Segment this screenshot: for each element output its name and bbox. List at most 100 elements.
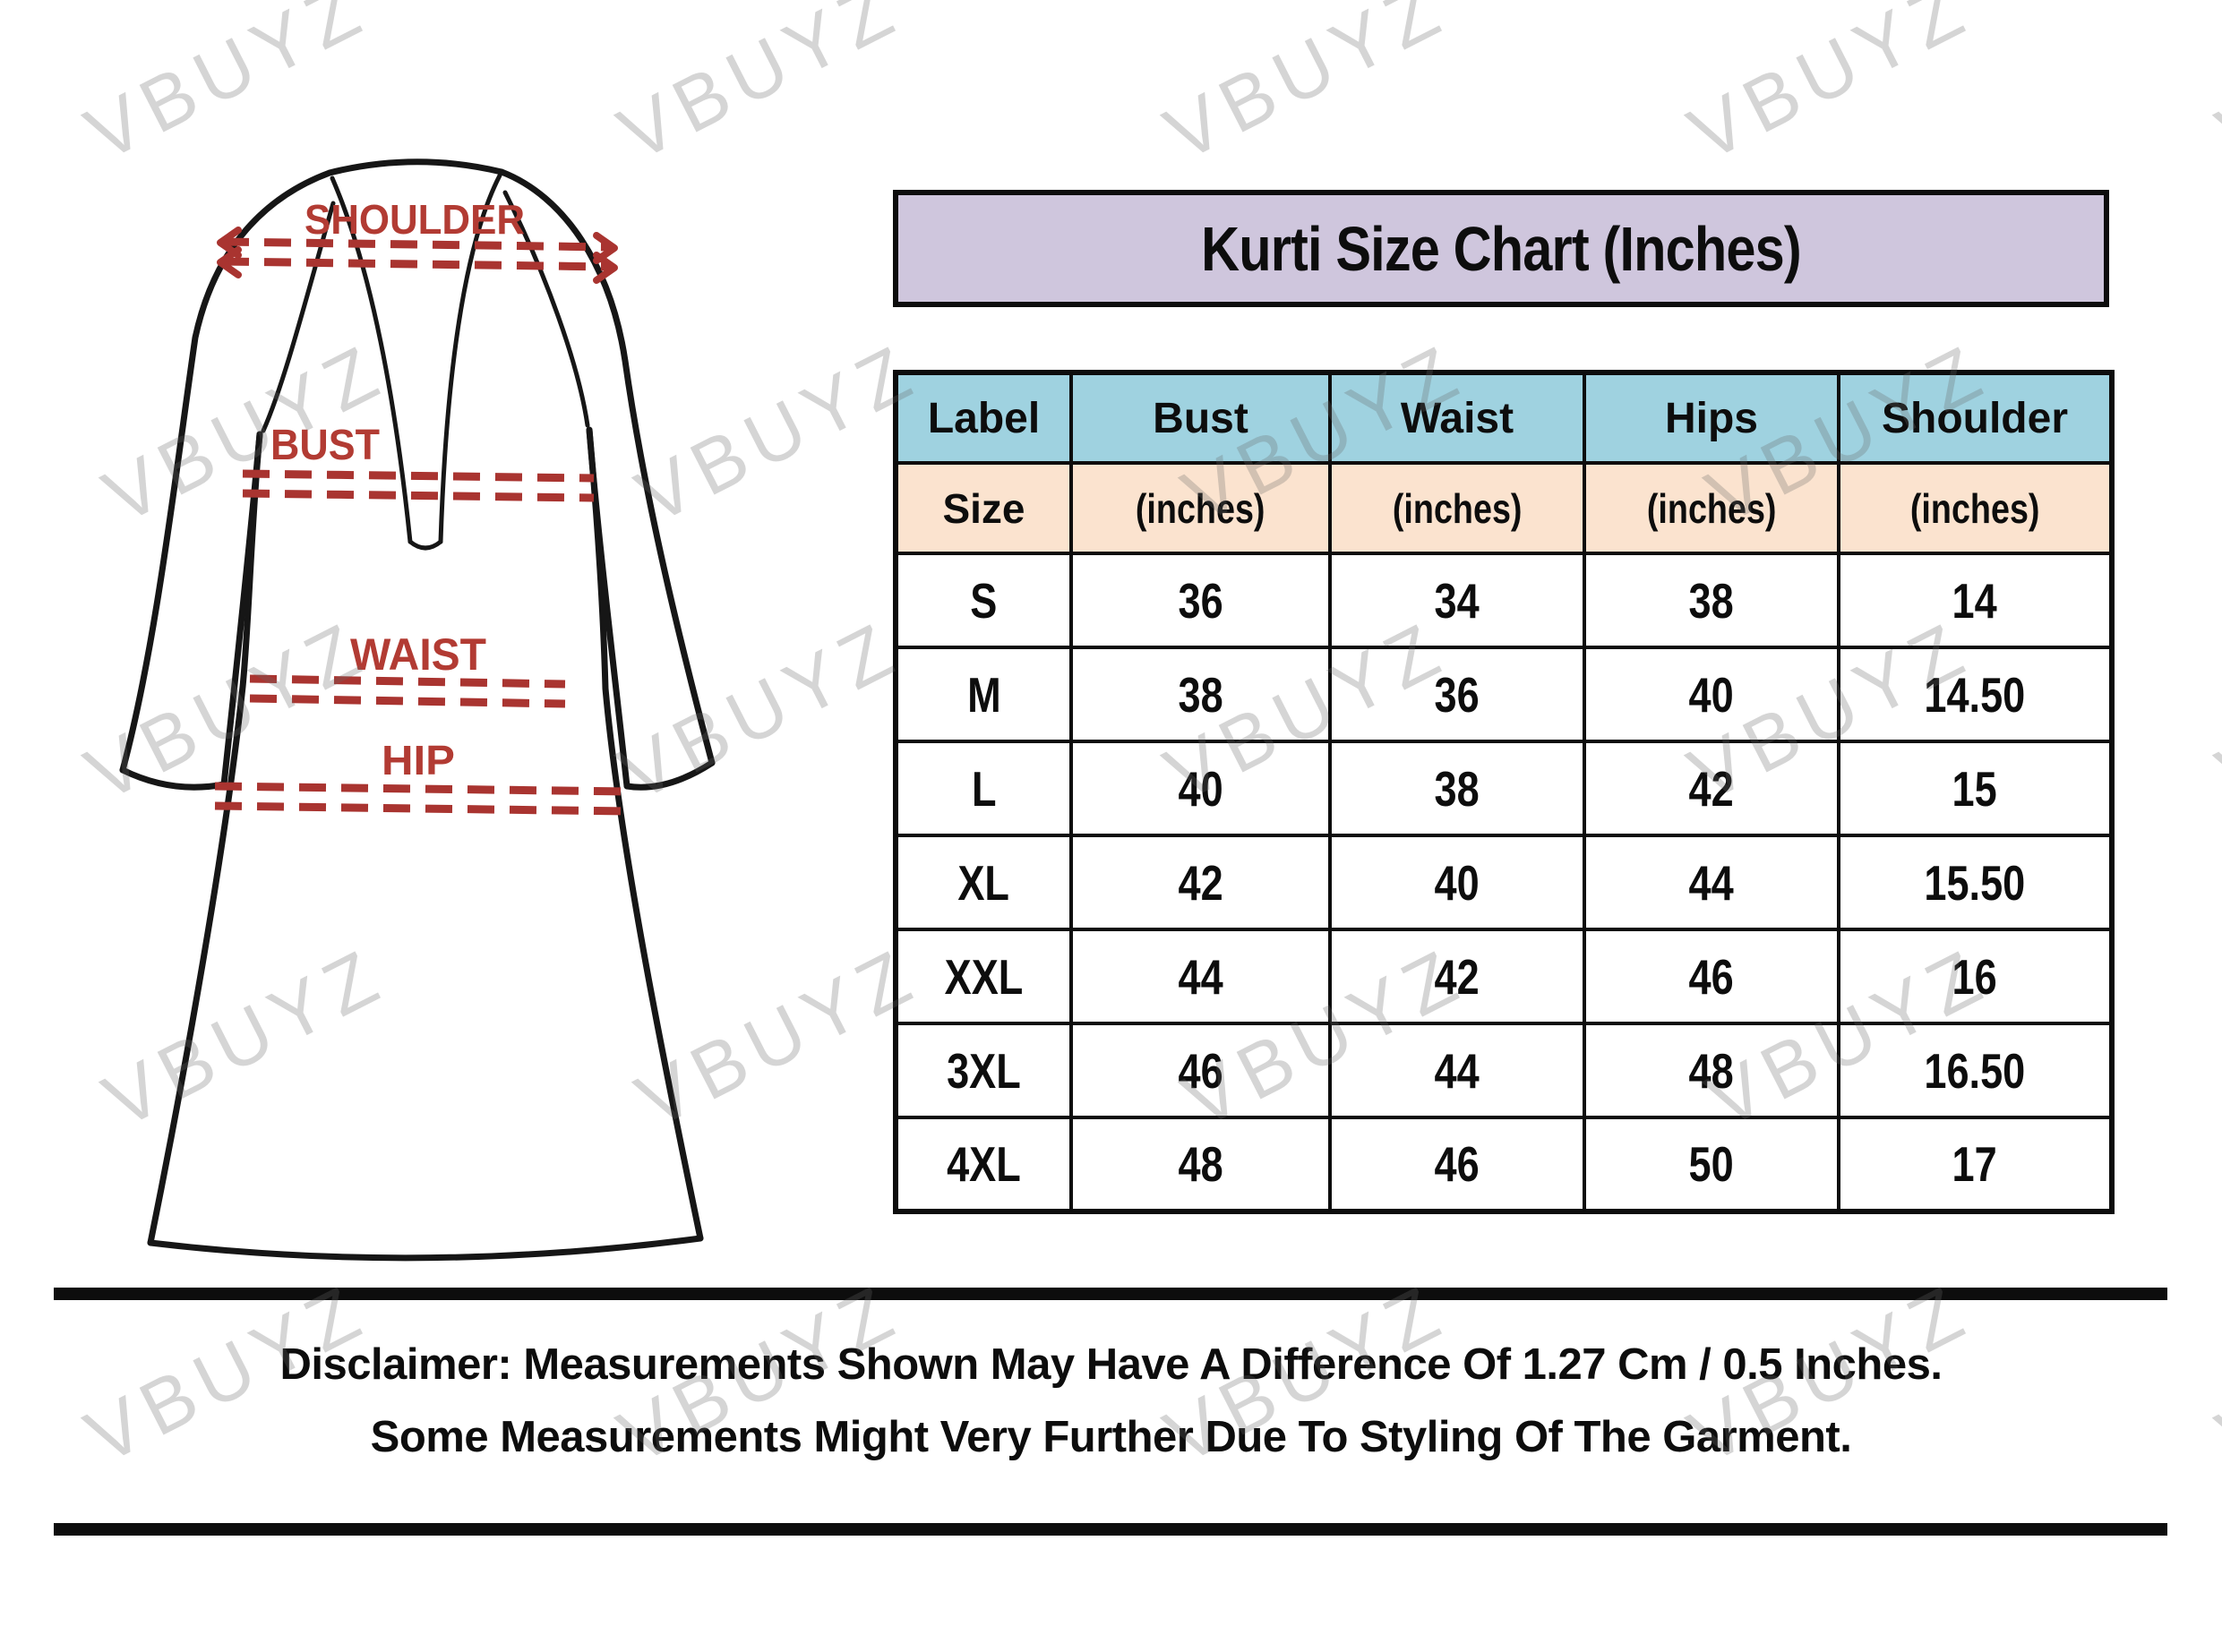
hips-cell: 50 xyxy=(1583,1116,1840,1213)
kurti-line-drawing: SHOULDER BUST WAIST HIP xyxy=(119,158,716,1262)
watermark-text: VBUYZ xyxy=(2204,603,2222,819)
table-row-m: M 38 36 40 14.50 xyxy=(894,646,2114,743)
hips-cell: 38 xyxy=(1583,552,1840,649)
table-row-s: S 36 34 38 14 xyxy=(894,552,2114,649)
col-header-hips: Hips xyxy=(1583,371,1840,465)
bust-label: BUST xyxy=(270,422,380,469)
units-cell: Size xyxy=(894,461,1073,555)
shoulder-dash-line xyxy=(221,237,613,252)
hip-label: HIP xyxy=(382,737,455,783)
waist-cell: 34 xyxy=(1328,552,1586,649)
units-text: (inches) xyxy=(1646,484,1777,532)
hip-dash-line xyxy=(214,782,627,796)
left-armhole-seam xyxy=(261,201,336,433)
bust-cell: 44 xyxy=(1069,928,1332,1025)
waist-dash-line xyxy=(249,694,566,708)
arrow-right-icon xyxy=(593,252,618,284)
waist-dash-line xyxy=(249,674,566,689)
units-text: (inches) xyxy=(1909,484,2040,532)
col-header-label: Label xyxy=(894,371,1073,465)
shoulder-cell: 16.50 xyxy=(1837,1022,2114,1119)
hem xyxy=(147,1235,704,1262)
size-cell: 3XL xyxy=(894,1022,1073,1119)
col-header-shoulder: Shoulder xyxy=(1837,371,2114,465)
disclaimer-line-1: Disclaimer: Measurements Shown May Have … xyxy=(279,1340,1943,1389)
right-cuff xyxy=(623,759,716,791)
watermark-text: VBUYZ xyxy=(605,0,914,178)
waist-cell: 42 xyxy=(1328,928,1586,1025)
table-row-xl: XL 42 40 44 15.50 xyxy=(894,834,2114,931)
waist-cell: 38 xyxy=(1328,740,1586,837)
size-cell: L xyxy=(894,740,1073,837)
size-cell: 4XL xyxy=(894,1116,1073,1213)
units-text: (inches) xyxy=(1392,484,1523,532)
size-cell: XL xyxy=(894,834,1073,931)
page-title: Kurti Size Chart (Inches) xyxy=(1201,213,1802,284)
disclaimer: Disclaimer: Measurements Shown May Have … xyxy=(0,1329,2222,1474)
shoulder-label: SHOULDER xyxy=(305,196,525,243)
neck-slit-bottom xyxy=(408,539,443,551)
watermark-text: VBUYZ xyxy=(73,0,381,178)
divider-bottom xyxy=(54,1523,2167,1536)
hips-cell: 42 xyxy=(1583,740,1840,837)
col-header-waist: Waist xyxy=(1328,371,1586,465)
hips-cell: 48 xyxy=(1583,1022,1840,1119)
bust-cell: 36 xyxy=(1069,552,1332,649)
shoulder-dash-line xyxy=(221,257,613,271)
bust-cell: 46 xyxy=(1069,1022,1332,1119)
size-cell: S xyxy=(894,552,1073,649)
bust-cell: 48 xyxy=(1069,1116,1332,1213)
table-header-row: Label Bust Waist Hips Shoulder xyxy=(894,371,2114,465)
size-table-container: Label Bust Waist Hips Shoulder Size (inc… xyxy=(893,370,2115,1214)
bust-dash-line xyxy=(242,469,595,483)
units-cell: (inches) xyxy=(1583,461,1840,555)
waist-cell: 36 xyxy=(1328,646,1586,743)
shoulder-cell: 14 xyxy=(1837,552,2114,649)
arrow-left-icon xyxy=(217,246,242,278)
watermark-text: VBUYZ xyxy=(1676,0,1984,178)
table-row-l: L 40 38 42 15 xyxy=(894,740,2114,837)
body-left-edge xyxy=(147,431,263,1246)
disclaimer-line-2: Some Measurements Might Very Further Due… xyxy=(370,1413,1852,1461)
hips-cell: 44 xyxy=(1583,834,1840,931)
bust-cell: 38 xyxy=(1069,646,1332,743)
units-cell: (inches) xyxy=(1328,461,1586,555)
hips-cell: 46 xyxy=(1583,928,1840,1025)
table-row-xxl: XXL 44 42 46 16 xyxy=(894,928,2114,1025)
divider-top xyxy=(54,1288,2167,1300)
units-text: (inches) xyxy=(1136,484,1265,532)
bust-dash-line xyxy=(242,489,595,502)
left-sleeve-outer xyxy=(119,169,333,774)
waist-cell: 46 xyxy=(1328,1116,1586,1213)
bust-cell: 40 xyxy=(1069,740,1332,837)
waist-label: WAIST xyxy=(350,629,486,680)
units-cell: (inches) xyxy=(1837,461,2114,555)
size-table: Label Bust Waist Hips Shoulder Size (inc… xyxy=(893,370,2115,1214)
bust-cell: 42 xyxy=(1069,834,1332,931)
watermark-text: VBUYZ xyxy=(2204,0,2222,178)
shoulder-cell: 15 xyxy=(1837,740,2114,837)
col-header-bust: Bust xyxy=(1069,371,1332,465)
table-units-row: Size (inches) (inches) (inches) (inches) xyxy=(894,461,2114,555)
table-row-3xl: 3XL 46 44 48 16.50 xyxy=(894,1022,2114,1119)
hips-cell: 40 xyxy=(1583,646,1840,743)
shoulder-cell: 14.50 xyxy=(1837,646,2114,743)
size-cell: M xyxy=(894,646,1073,743)
waist-cell: 44 xyxy=(1328,1022,1586,1119)
neck-slit-left xyxy=(330,175,413,544)
neckline-back xyxy=(326,158,505,176)
shoulder-cell: 15.50 xyxy=(1837,834,2114,931)
chart-title-bar: Kurti Size Chart (Inches) xyxy=(893,190,2109,307)
body-right-edge xyxy=(586,426,704,1242)
units-cell: (inches) xyxy=(1069,461,1332,555)
watermark-text: VBUYZ xyxy=(1152,0,1460,178)
waist-cell: 40 xyxy=(1328,834,1586,931)
shoulder-cell: 17 xyxy=(1837,1116,2114,1213)
shoulder-cell: 16 xyxy=(1837,928,2114,1025)
right-armhole-seam xyxy=(502,190,590,428)
right-sleeve-outer xyxy=(498,168,716,766)
neck-slit-right xyxy=(438,173,502,544)
table-row-4xl: 4XL 48 46 50 17 xyxy=(894,1116,2114,1213)
left-cuff xyxy=(119,766,227,791)
